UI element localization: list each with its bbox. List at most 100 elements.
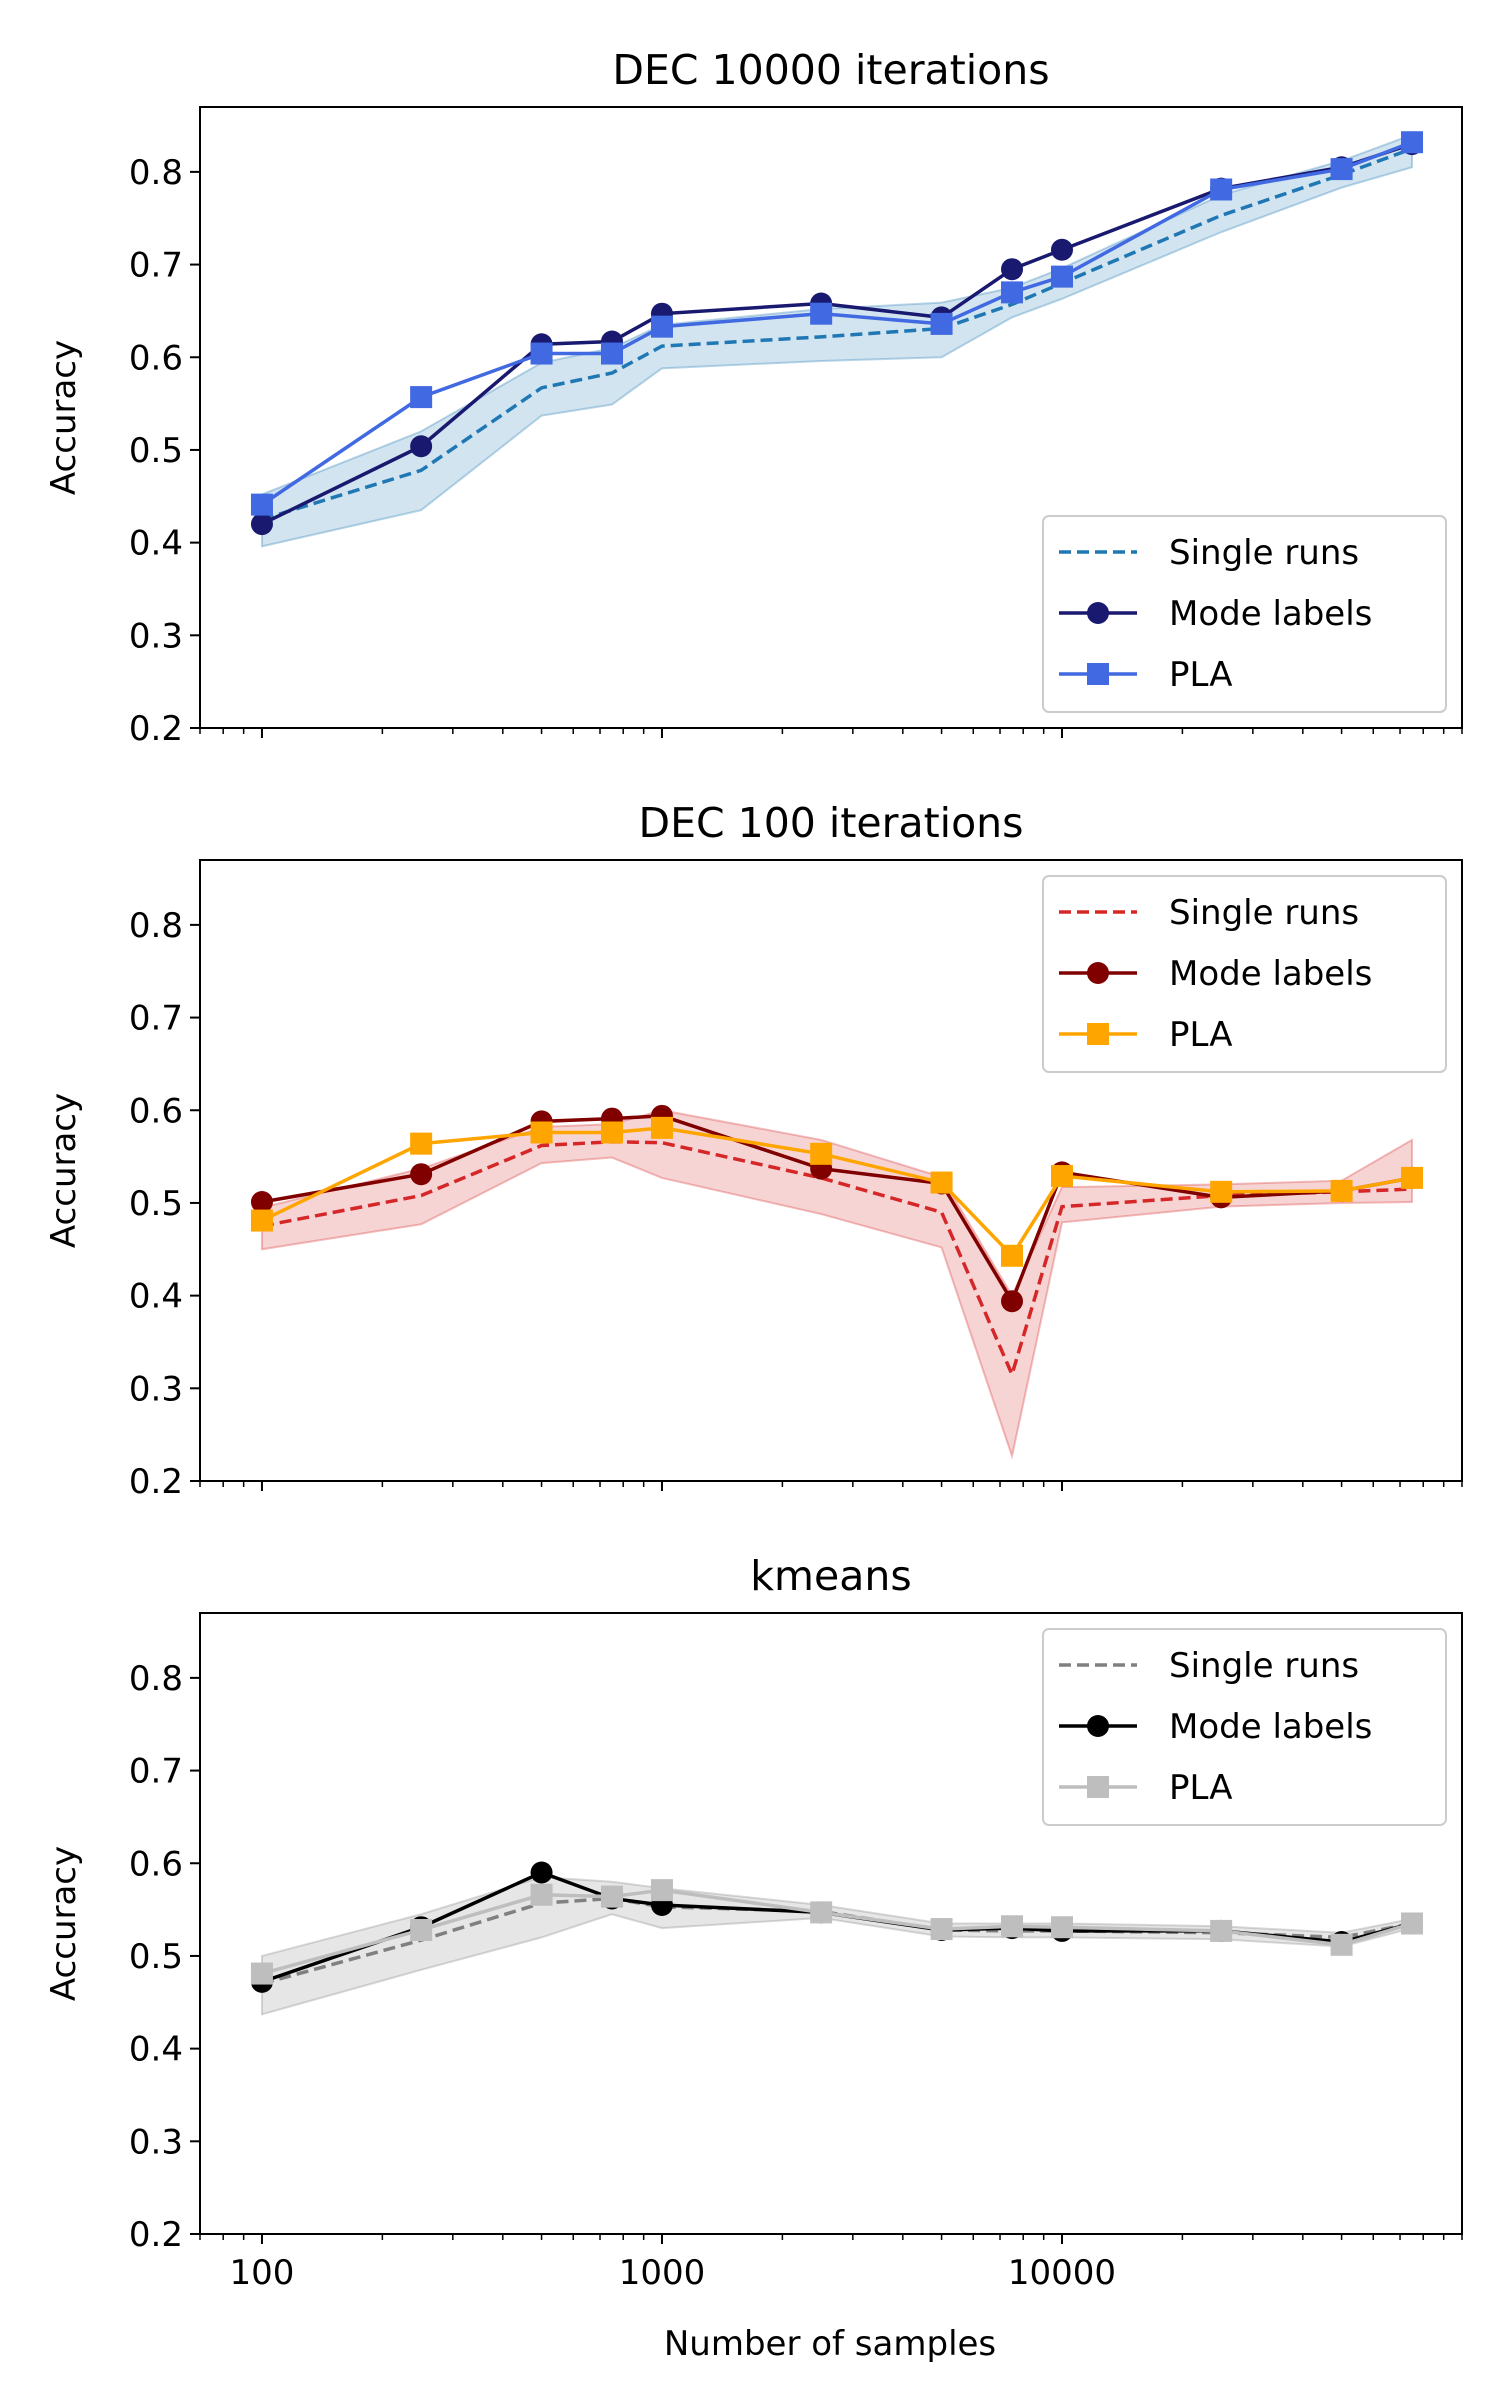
legend-label: Single runs <box>1169 893 1359 933</box>
data-point <box>1330 1933 1353 1956</box>
data-point <box>810 1142 833 1165</box>
y-tick-label: 0.6 <box>129 338 183 378</box>
data-point <box>250 513 273 536</box>
data-point <box>1001 1915 1024 1938</box>
data-point <box>1001 1244 1024 1267</box>
data-point <box>810 302 833 325</box>
series-line-3 <box>261 1888 1413 1976</box>
chart-panel-2: 0.2 0.3 0.4 0.5 0.6 0.7 0.8 DEC 100 iterations A… <box>44 799 1463 1502</box>
y-tick-label: 0.5 <box>129 431 183 471</box>
legend: Single runs Mode labels PLA <box>1042 1628 1447 1826</box>
legend-label: PLA <box>1169 1015 1232 1055</box>
data-point <box>530 1861 553 1884</box>
series-line-2 <box>261 1114 1413 1306</box>
data-point <box>1401 131 1424 154</box>
y-axis-label: Accuracy <box>44 1093 84 1248</box>
data-point <box>1050 1916 1073 1939</box>
data-point <box>250 1191 273 1214</box>
y-tick-label: 0.3 <box>129 1369 183 1409</box>
y-tick-label: 0.4 <box>129 1277 183 1317</box>
y-tick-label: 0.7 <box>129 999 183 1039</box>
y-axis-label: Accuracy <box>44 1846 84 2001</box>
y-axis-label: Accuracy <box>44 340 84 495</box>
x-tick-label: 100 <box>230 2253 295 2293</box>
x-tick-label: 10000 <box>1008 2253 1116 2293</box>
data-point <box>410 435 433 458</box>
chart-panel-3: 0.2 0.3 0.4 0.5 0.6 0.7 0.8 100 1000 10000 kmeans A… <box>44 1552 1463 2293</box>
chart-title: DEC 10000 iterations <box>612 46 1049 94</box>
plot-frame <box>199 859 1463 1482</box>
y-tick-label: 0.3 <box>129 616 183 656</box>
y-tick-label: 0.8 <box>129 906 183 946</box>
legend-swatch-marker <box>1087 663 1109 685</box>
y-tick-label: 0.8 <box>129 153 183 193</box>
data-point <box>1001 281 1024 304</box>
legend-box <box>1042 1628 1447 1826</box>
data-point <box>600 1121 623 1144</box>
panels: 0.2 0.3 0.4 0.5 0.6 0.7 0.8 DEC 10000 iteration… <box>44 46 1463 2293</box>
plot-frame <box>199 1612 1463 2235</box>
data-point <box>410 1163 433 1186</box>
y-tick-label: 0.7 <box>129 1752 183 1792</box>
series-line-3 <box>261 1126 1413 1259</box>
data-point <box>650 1879 673 1902</box>
legend-swatch-marker <box>1087 962 1109 984</box>
data-point <box>250 1209 273 1232</box>
data-point <box>930 1171 953 1194</box>
y-tick-label: 0.6 <box>129 1091 183 1131</box>
data-point <box>1330 158 1353 181</box>
legend-label: Mode labels <box>1169 594 1372 634</box>
data-point <box>1001 1290 1024 1313</box>
y-tick-label: 0.5 <box>129 1937 183 1977</box>
data-point <box>1050 238 1073 261</box>
data-point <box>250 493 273 516</box>
chart-title: DEC 100 iterations <box>639 799 1024 847</box>
plot-area <box>250 1861 1424 2016</box>
data-point <box>930 1918 953 1941</box>
data-point <box>810 1901 833 1924</box>
plot-frame <box>199 106 1463 729</box>
data-point <box>1210 1180 1233 1203</box>
data-point <box>250 1962 273 1985</box>
legend-label: PLA <box>1169 655 1232 695</box>
data-point <box>410 1132 433 1155</box>
x-axis-label: Number of samples <box>664 2324 996 2364</box>
legend-label: Single runs <box>1169 533 1359 573</box>
y-tick-label: 0.7 <box>129 246 183 286</box>
data-point <box>930 312 953 335</box>
legend: Single runs Mode labels PLA <box>1042 875 1447 1073</box>
plot-area <box>250 131 1424 548</box>
data-point <box>530 342 553 365</box>
y-tick-label: 0.6 <box>129 1844 183 1884</box>
y-tick-label: 0.2 <box>129 709 183 749</box>
legend: Single runs Mode labels PLA <box>1042 515 1447 713</box>
series-line-1 <box>261 147 1413 522</box>
y-tick-label: 0.2 <box>129 1462 183 1502</box>
legend-swatch-marker <box>1087 1776 1109 1798</box>
data-point <box>410 1918 433 1941</box>
data-point <box>530 1883 553 1906</box>
legend-swatch-marker <box>1087 1023 1109 1045</box>
y-tick-label: 0.2 <box>129 2215 183 2255</box>
series-line-3 <box>260 140 1413 507</box>
legend-box <box>1042 875 1447 1073</box>
chart-panel-1: 0.2 0.3 0.4 0.5 0.6 0.7 0.8 DEC 10000 iteration… <box>44 46 1463 749</box>
data-point <box>650 315 673 338</box>
data-point <box>600 1885 623 1908</box>
legend-label: Mode labels <box>1169 1707 1372 1747</box>
data-point <box>1401 1166 1424 1189</box>
legend-label: Mode labels <box>1169 954 1372 994</box>
data-point <box>530 1121 553 1144</box>
data-point <box>1330 1179 1353 1202</box>
legend-swatch-marker <box>1087 1715 1109 1737</box>
data-point <box>650 1116 673 1139</box>
x-tick-label: 1000 <box>619 2253 706 2293</box>
legend-swatch-marker <box>1087 602 1109 624</box>
data-point <box>1210 1919 1233 1942</box>
legend-box <box>1042 515 1447 713</box>
data-point <box>1401 1912 1424 1935</box>
plot-area <box>250 1104 1424 1460</box>
legend-label: Single runs <box>1169 1646 1359 1686</box>
